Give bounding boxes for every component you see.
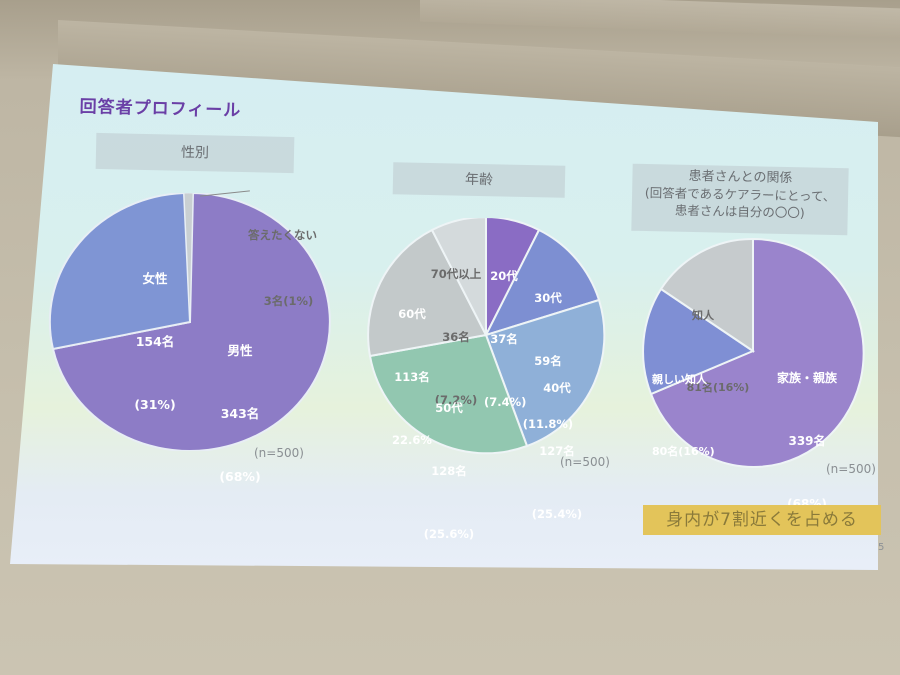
pie-slice-50s — [368, 333, 529, 455]
summary-banner: 身内が7割近くを占める — [643, 505, 881, 535]
pie-slice-male — [51, 193, 331, 451]
gender-sample-size: (n=500) — [254, 446, 304, 460]
pie-slice-acquaintance — [659, 237, 754, 353]
page-number: 5 — [878, 542, 885, 553]
pie-slice-40s — [484, 298, 606, 448]
pie-slice-no-answer — [183, 193, 194, 323]
label-close-acquaintance: 親しい知人 80名(16%) — [652, 373, 715, 458]
label-30s: 30代 59名 (11.8%) — [522, 291, 574, 431]
pie-slice-70s-plus — [430, 218, 487, 336]
age-chart-title: 年齢 — [392, 162, 566, 198]
age-pie-chart — [367, 218, 606, 455]
label-50s: 50代 128名 (25.6%) — [423, 401, 475, 541]
pie-slice-female — [48, 193, 192, 351]
relationship-sample-size: (n=500) — [826, 462, 876, 476]
relationship-pie-chart — [642, 237, 865, 468]
label-70s-plus: 70代以上 36名 (7.2%) — [430, 267, 482, 407]
age-sample-size: (n=500) — [560, 455, 610, 469]
label-20s: 20代 37名 (7.4%) — [484, 269, 527, 409]
label-female: 女性 154名 (31%) — [134, 271, 176, 412]
label-60s: 60代 113名 22.6% — [392, 307, 432, 447]
label-male: 男性 343名 (68%) — [219, 343, 261, 484]
pie-slice-60s — [367, 228, 488, 358]
gender-pie-chart — [48, 193, 331, 451]
relationship-chart-title: 患者さんとの関係 (回答者であるケアラーにとって、 患者さんは自分の〇〇) — [631, 163, 849, 236]
label-acquaintance: 知人 81名(16%) — [686, 309, 750, 394]
label-no-answer: 答えたくない 3名(1%) — [248, 228, 317, 308]
gender-chart-title: 性別 — [95, 132, 295, 174]
pie-slice-close-acquaintance — [642, 287, 756, 396]
pie-slice-family — [649, 237, 865, 468]
slide-title: 回答者プロフィール — [79, 96, 242, 121]
label-40s: 40代 127名 (25.4%) — [531, 381, 583, 521]
